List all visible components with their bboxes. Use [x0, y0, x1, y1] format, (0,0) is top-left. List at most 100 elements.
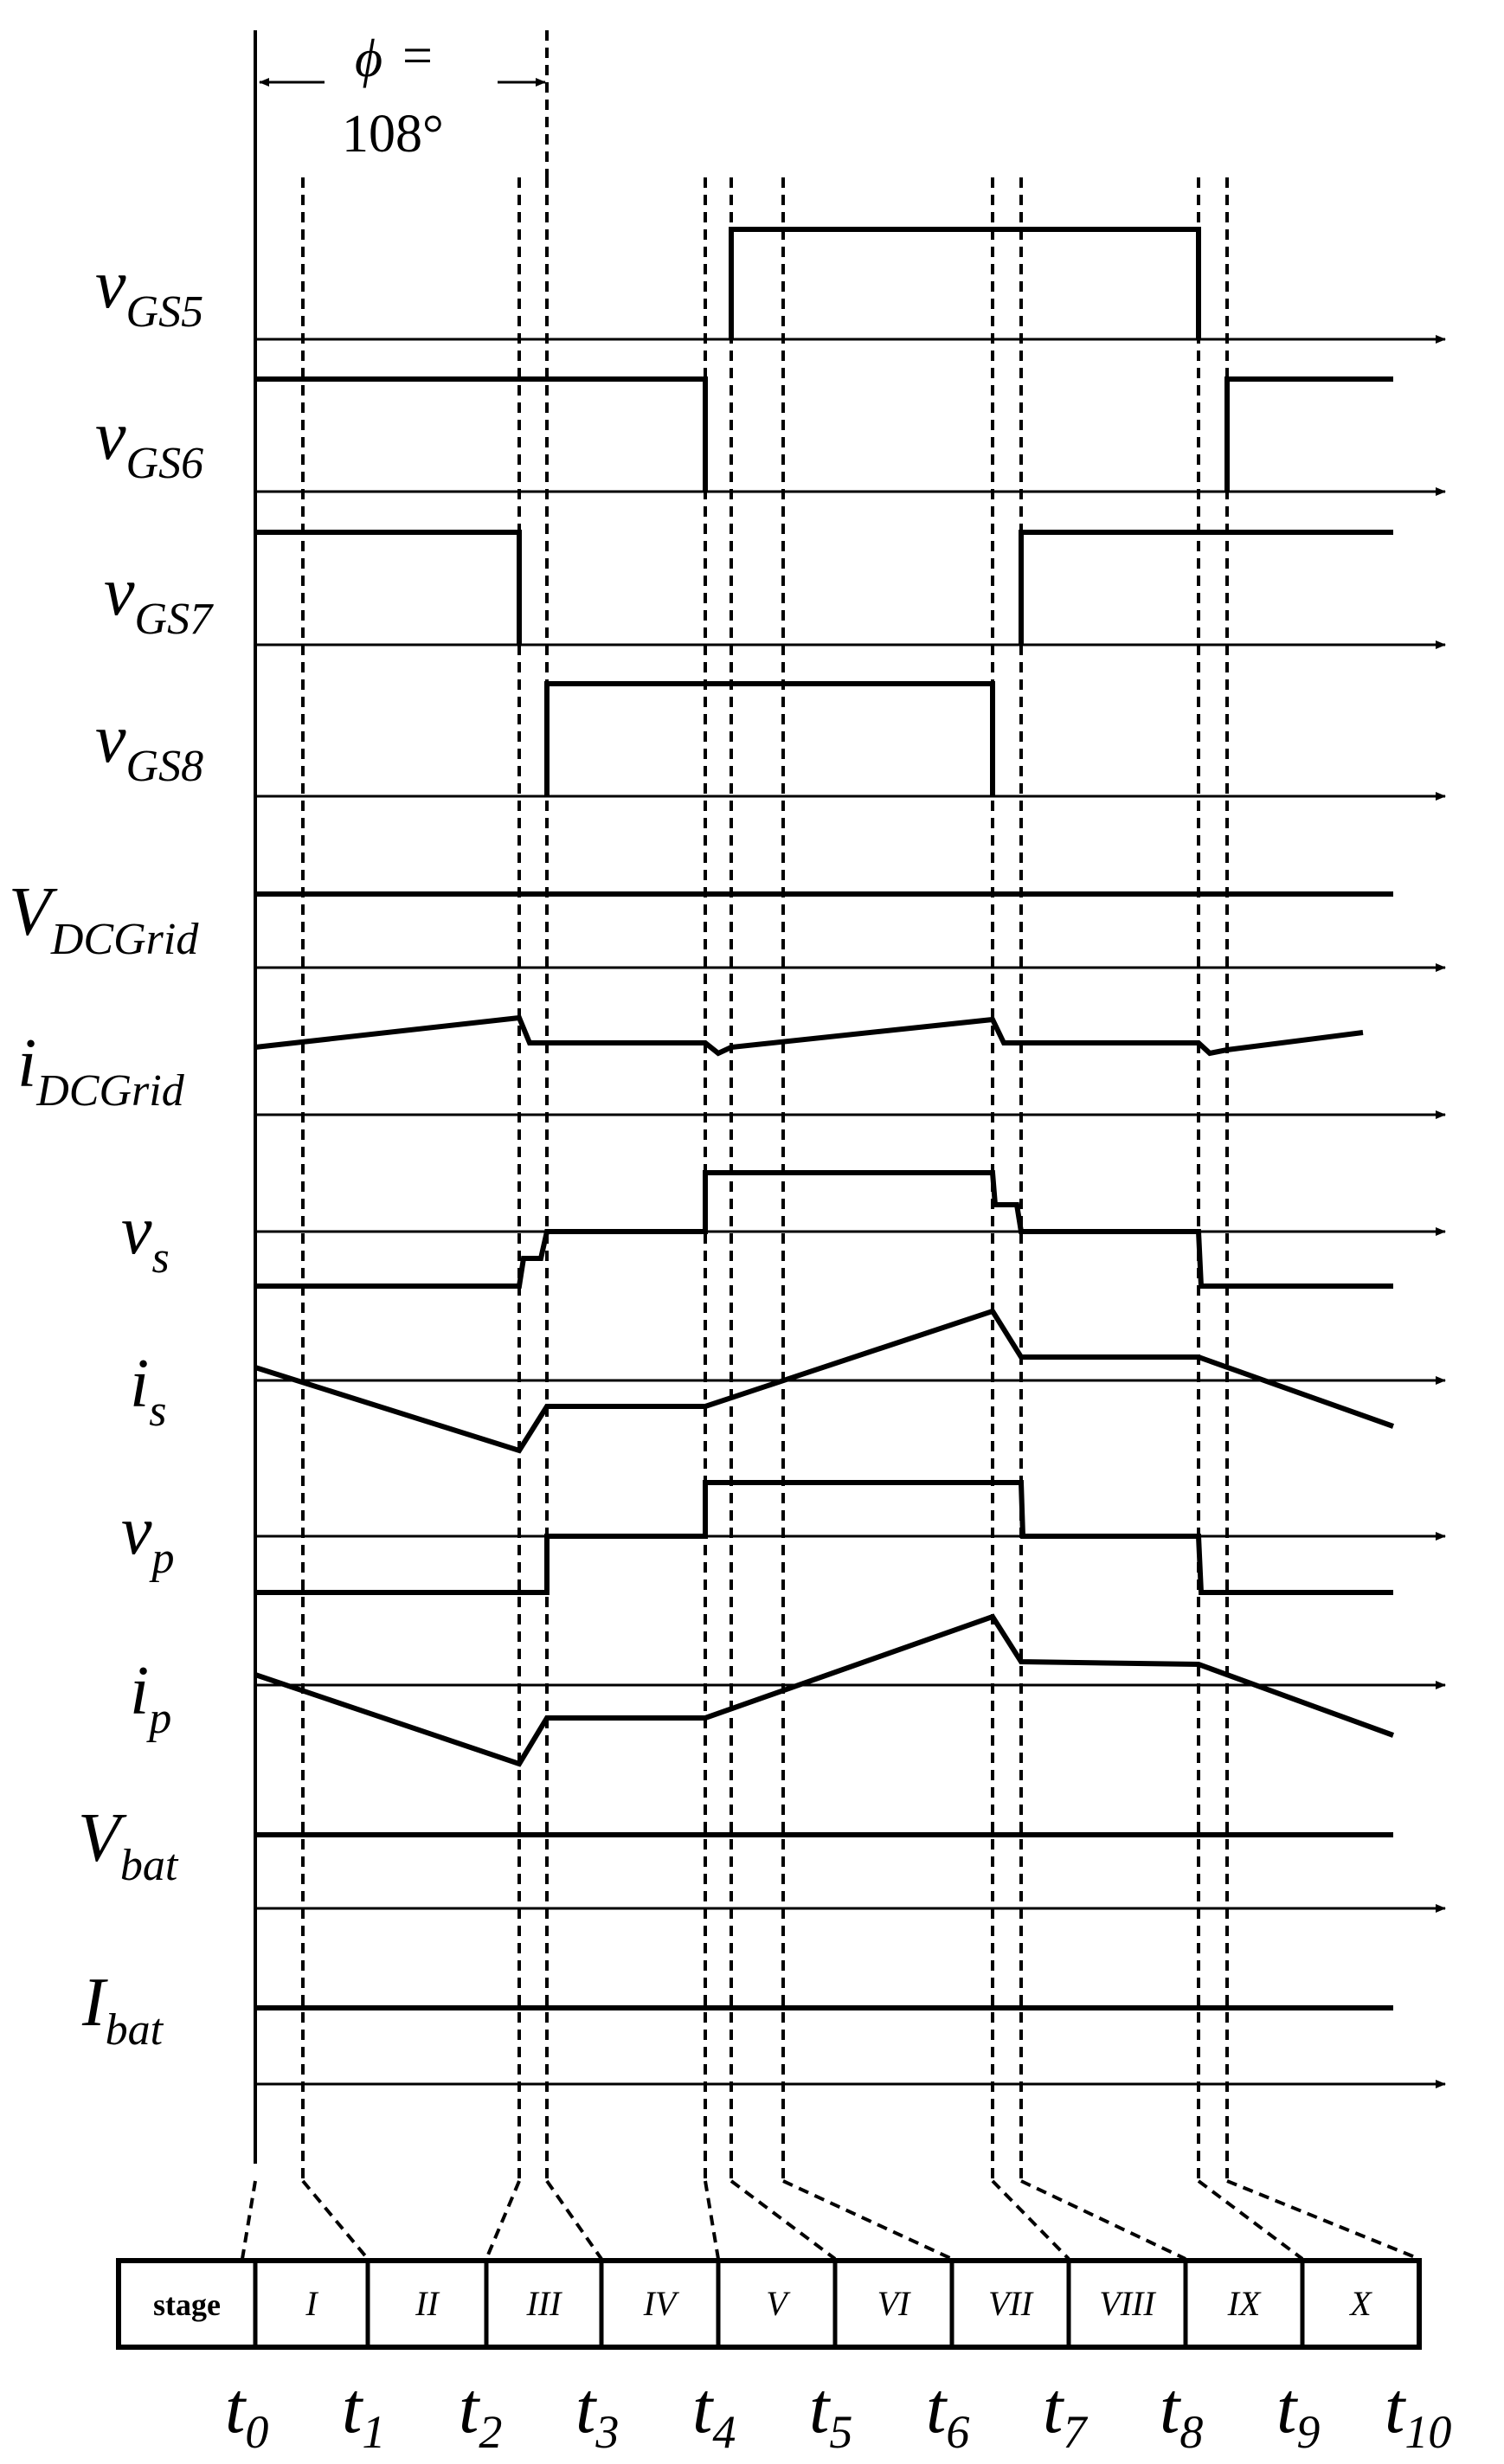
waveform-vs: [255, 1170, 1393, 1289]
label-vgs7-main: v: [104, 554, 135, 630]
label-vgs6-sub: GS6: [126, 439, 204, 488]
time-label-8-sub: 8: [1179, 2406, 1203, 2458]
stage-header: stage: [153, 2287, 221, 2322]
label-vgs8-sub: GS8: [126, 742, 204, 791]
label-ibat-sub: bat: [106, 2005, 164, 2055]
signal-baselines: [255, 335, 1446, 2088]
label-vs-main: v: [121, 1193, 152, 1269]
stage-table-frame: [116, 2258, 1422, 2350]
connector-8: [1020, 2179, 1186, 2261]
time-label-4-main: t: [692, 2368, 715, 2448]
time-label-8: t8: [1160, 2368, 1203, 2458]
label-vgs8-main: v: [95, 701, 126, 777]
stage-cell-1: I: [305, 2284, 318, 2323]
connector-4: [704, 2180, 720, 2260]
time-label-1-main: t: [342, 2368, 364, 2448]
label-is-sub: s: [149, 1386, 166, 1436]
phase-value: 108°: [342, 105, 444, 164]
waveform-vgs5: [729, 227, 1201, 339]
stage-cell-3: III: [526, 2284, 563, 2323]
label-vdcgrid: VDCGrid: [9, 874, 199, 964]
connector-0: [241, 2180, 257, 2260]
time-label-7-main: t: [1043, 2368, 1065, 2448]
label-vgs5-sub: GS5: [126, 287, 204, 337]
label-is: is: [130, 1346, 166, 1436]
time-label-4-sub: 4: [712, 2406, 736, 2458]
label-idcgrid-sub: DCGrid: [35, 1066, 184, 1116]
label-idcgrid: iDCGrid: [17, 1026, 185, 1116]
waveform-vgs7: [255, 530, 1393, 645]
label-ibat-main: I: [81, 1965, 108, 2041]
time-label-3-sub: 3: [595, 2406, 619, 2458]
time-labels: t0 t1 t2 t3 t4 t5 t6 t7 t8 t9 t10: [225, 2368, 1451, 2458]
label-is-main: i: [130, 1346, 149, 1422]
waveform-vgs8: [544, 681, 995, 796]
time-label-0: t0: [225, 2368, 268, 2458]
stage-cell-2: II: [415, 2284, 440, 2323]
phase-shift-annotation: ϕ = 108°: [259, 27, 546, 164]
phase-equals: =: [402, 27, 433, 86]
time-label-2-sub: 2: [479, 2406, 502, 2458]
time-label-5-main: t: [809, 2368, 832, 2448]
connector-9: [1197, 2179, 1304, 2261]
connector-1: [301, 2179, 370, 2261]
label-vp: vp: [121, 1493, 175, 1583]
time-label-5-sub: 5: [829, 2406, 852, 2458]
time-label-10-main: t: [1385, 2368, 1407, 2448]
time-label-6: t6: [926, 2368, 969, 2458]
time-label-3: t3: [575, 2368, 619, 2458]
time-label-3-main: t: [575, 2368, 598, 2448]
time-label-2: t2: [459, 2368, 502, 2458]
label-ip: ip: [130, 1653, 171, 1743]
stage-cell-7: VII: [988, 2284, 1034, 2323]
waveforms: [254, 227, 1395, 2010]
time-label-9-main: t: [1276, 2368, 1299, 2448]
label-vbat: Vbat: [78, 1800, 179, 1890]
label-vgs6-main: v: [95, 398, 126, 474]
label-vdcgrid-sub: DCGrid: [50, 915, 199, 964]
stage-cell-4: IV: [643, 2284, 680, 2323]
time-label-7: t7: [1043, 2368, 1088, 2458]
time-label-8-main: t: [1160, 2368, 1182, 2448]
label-vbat-main: V: [78, 1800, 127, 1876]
stage-cell-5: V: [766, 2284, 791, 2323]
connector-5: [730, 2179, 837, 2261]
stage-cell-6: VI: [877, 2284, 911, 2323]
label-vs: vs: [121, 1193, 170, 1283]
label-vs-sub: s: [152, 1233, 170, 1283]
label-ip-sub: p: [145, 1694, 171, 1743]
stage-table: stage I II III IV V VI VII VIII IX X: [116, 2258, 1422, 2350]
stage-cell-8: VIII: [1099, 2284, 1156, 2323]
signal-labels: vGS5vGS6vGS7vGS8VDCGridiDCGridvsisvpipVb…: [9, 247, 214, 2055]
label-vdcgrid-main: V: [9, 874, 58, 950]
connector-2: [485, 2180, 521, 2260]
waveform-vgs6: [255, 376, 1393, 492]
label-vp-sub: p: [149, 1534, 175, 1583]
time-label-7-sub: 7: [1063, 2406, 1088, 2458]
time-label-1-sub: 1: [362, 2406, 385, 2458]
label-vgs5: vGS5: [95, 247, 203, 337]
label-ibat: Ibat: [81, 1965, 164, 2055]
time-label-9-sub: 9: [1296, 2406, 1320, 2458]
time-label-6-sub: 6: [946, 2406, 969, 2458]
connector-3: [545, 2179, 603, 2261]
phase-symbol: ϕ: [355, 29, 382, 88]
label-vgs6: vGS6: [95, 398, 203, 488]
time-label-0-main: t: [225, 2368, 247, 2448]
time-label-4: t4: [692, 2368, 736, 2458]
label-vgs8: vGS8: [95, 701, 203, 791]
time-label-1: t1: [342, 2368, 385, 2458]
time-label-5: t5: [809, 2368, 852, 2458]
time-label-10: t10: [1385, 2368, 1451, 2458]
label-vgs5-main: v: [95, 247, 126, 323]
label-idcgrid-main: i: [17, 1026, 36, 1102]
label-vbat-sub: bat: [120, 1841, 179, 1890]
label-ip-main: i: [130, 1653, 149, 1729]
time-label-6-main: t: [926, 2368, 948, 2448]
waveform-is: [254, 1308, 1395, 1454]
connector-10: [1226, 2179, 1420, 2261]
time-guides: [241, 30, 1420, 2261]
waveform-idcgrid: [254, 1014, 1364, 1057]
waveform-ip: [254, 1613, 1395, 1767]
